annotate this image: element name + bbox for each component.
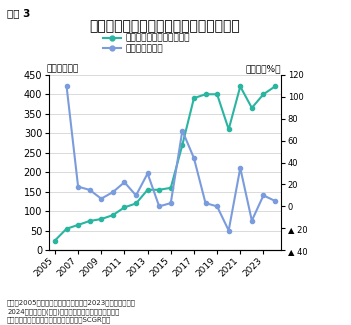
政府によるインフラ予算額 (238, 84, 242, 88)
Line: 政府によるインフラ予算額: 政府によるインフラ予算額 (53, 84, 277, 242)
Text: （兆ルピア）: （兆ルピア） (47, 64, 79, 73)
前年比（右軸） (250, 219, 254, 223)
政府によるインフラ予算額 (99, 217, 103, 221)
政府によるインフラ予算額 (273, 84, 277, 88)
前年比（右軸） (134, 193, 138, 197)
前年比（右軸） (87, 188, 92, 192)
前年比（右軸） (168, 201, 173, 205)
前年比（右軸） (238, 166, 242, 170)
政府によるインフラ予算額 (226, 127, 231, 131)
政府によるインフラ予算額 (64, 227, 68, 231)
政府によるインフラ予算額 (87, 219, 92, 223)
前年比（右軸） (203, 201, 207, 205)
前年比（右軸） (76, 185, 80, 188)
政府によるインフラ予算額 (111, 213, 115, 217)
前年比（右軸） (273, 199, 277, 203)
政府によるインフラ予算額 (215, 92, 219, 96)
Text: （注）2005年以降がデータ入手可能。2023年までは実績、
2024年は予算。(出所)インドネシア財務省予算総局、
インドネシア中央統計庁、世界銀行よりSCG: （注）2005年以降がデータ入手可能。2023年までは実績、 2024年は予算。… (7, 300, 136, 323)
政府によるインフラ予算額 (203, 92, 207, 96)
前年比（右軸） (192, 156, 196, 160)
前年比（右軸） (261, 193, 265, 197)
政府によるインフラ予算額 (145, 188, 150, 192)
前年比（右軸） (226, 228, 231, 232)
Text: （前年比%）: （前年比%） (245, 64, 281, 73)
政府によるインフラ予算額 (168, 186, 173, 190)
Text: 図表 3: 図表 3 (7, 8, 31, 18)
前年比（右軸） (215, 204, 219, 208)
前年比（右軸） (157, 204, 161, 208)
前年比（右軸） (111, 190, 115, 194)
前年比（右軸） (180, 129, 184, 133)
前年比（右軸） (64, 84, 68, 88)
政府によるインフラ予算額 (250, 106, 254, 110)
政府によるインフラ予算額 (53, 239, 57, 242)
政府によるインフラ予算額 (180, 143, 184, 147)
政府によるインフラ予算額 (157, 188, 161, 192)
政府によるインフラ予算額 (122, 205, 126, 209)
政府によるインフラ予算額 (261, 92, 265, 96)
Legend: 政府によるインフラ予算額, 前年比（右軸）: 政府によるインフラ予算額, 前年比（右軸） (100, 30, 193, 57)
前年比（右軸） (122, 180, 126, 184)
政府によるインフラ予算額 (76, 223, 80, 227)
Title: インドネシア政府によるインフラ予算額: インドネシア政府によるインフラ予算額 (90, 19, 240, 33)
政府によるインフラ予算額 (134, 202, 138, 205)
前年比（右軸） (145, 172, 150, 176)
Line: 前年比（右軸）: 前年比（右軸） (65, 84, 277, 233)
前年比（右軸） (99, 197, 103, 201)
政府によるインフラ予算額 (192, 96, 196, 100)
